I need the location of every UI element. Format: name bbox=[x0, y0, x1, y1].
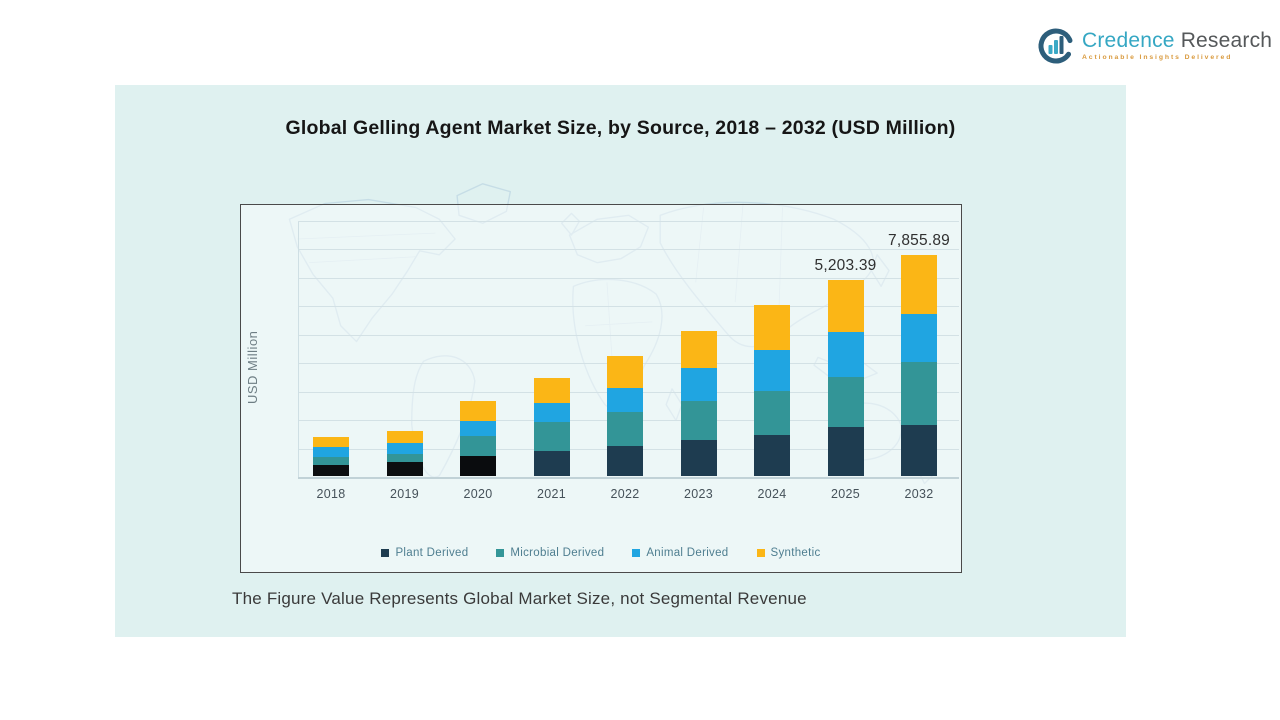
segment-microbial-derived bbox=[754, 390, 790, 436]
x-tick-label-2018: 2018 bbox=[316, 487, 346, 501]
gridline bbox=[298, 249, 959, 251]
segment-animal-derived bbox=[313, 446, 349, 458]
segment-microbial-derived bbox=[901, 361, 937, 425]
gridline bbox=[298, 306, 959, 308]
bar-chart-ring-icon bbox=[1038, 28, 1074, 64]
legend-label: Microbial Derived bbox=[510, 547, 605, 559]
x-tick-label-2024: 2024 bbox=[757, 487, 787, 501]
segment-plant-derived bbox=[533, 450, 570, 476]
segment-plant-derived bbox=[680, 439, 717, 476]
segment-animal-derived bbox=[901, 313, 937, 362]
stacked-bar-2032 bbox=[901, 255, 937, 476]
credence-research-logo: Credence Research Actionable Insights De… bbox=[1036, 25, 1272, 65]
segment-animal-derived bbox=[827, 331, 864, 377]
segment-plant-derived bbox=[460, 455, 496, 476]
x-tick-label-2022: 2022 bbox=[610, 487, 640, 501]
y-axis-title: USD Million bbox=[245, 330, 260, 404]
x-tick-label-2032: 2032 bbox=[904, 487, 934, 501]
segment-synthetic bbox=[386, 431, 423, 443]
data-label-2032: 7,855.89 bbox=[888, 232, 950, 249]
segment-synthetic bbox=[680, 331, 717, 368]
legend-swatch bbox=[381, 549, 390, 557]
segment-plant-derived bbox=[754, 435, 790, 476]
segment-animal-derived bbox=[754, 350, 790, 391]
legend-item-animal-derived: Animal Derived bbox=[632, 547, 728, 559]
legend-item-microbial-derived: Microbial Derived bbox=[496, 547, 604, 559]
segment-synthetic bbox=[827, 280, 864, 332]
gridline bbox=[298, 334, 959, 336]
segment-synthetic bbox=[533, 378, 570, 403]
segment-plant-derived bbox=[901, 425, 937, 476]
segment-animal-derived bbox=[533, 402, 570, 423]
segment-synthetic bbox=[901, 255, 937, 314]
segment-synthetic bbox=[313, 437, 349, 447]
chart-plot-area: USD Million 2018 2019 2020 2021 2022 2023 2024… bbox=[240, 204, 962, 573]
legend-label: Animal Derived bbox=[646, 547, 729, 559]
legend-label: Synthetic bbox=[770, 547, 821, 559]
logo-tagline: Actionable Insights Delivered bbox=[1082, 54, 1233, 61]
x-tick-label-2023: 2023 bbox=[683, 487, 713, 501]
legend-item-synthetic: Synthetic bbox=[756, 547, 821, 559]
legend-swatch bbox=[496, 549, 505, 557]
segment-animal-derived bbox=[460, 420, 496, 436]
x-tick-label-2020: 2020 bbox=[463, 487, 493, 501]
segment-microbial-derived bbox=[386, 454, 423, 463]
segment-plant-derived bbox=[827, 427, 864, 476]
y-axis-line bbox=[298, 222, 299, 478]
segment-microbial-derived bbox=[827, 376, 864, 428]
segment-synthetic bbox=[754, 305, 790, 351]
logo-brand-text: Credence Research bbox=[1082, 29, 1273, 52]
stacked-bar-2024 bbox=[754, 305, 790, 476]
segment-animal-derived bbox=[386, 442, 423, 455]
segment-synthetic bbox=[460, 401, 496, 421]
segment-microbial-derived bbox=[313, 457, 349, 465]
segment-animal-derived bbox=[607, 388, 643, 413]
gridline bbox=[298, 277, 959, 279]
stacked-bar-2025 bbox=[827, 280, 864, 476]
x-axis-line bbox=[298, 477, 959, 479]
segment-microbial-derived bbox=[460, 435, 496, 456]
segment-microbial-derived bbox=[533, 422, 570, 451]
segment-plant-derived bbox=[313, 464, 349, 476]
footnote-text: The Figure Value Represents Global Marke… bbox=[232, 589, 807, 608]
segment-animal-derived bbox=[680, 367, 717, 402]
legend-item-plant-derived: Plant Derived bbox=[381, 547, 468, 559]
legend-label: Plant Derived bbox=[395, 547, 469, 559]
x-tick-label-2021: 2021 bbox=[536, 487, 566, 501]
data-label-2025: 5,203.39 bbox=[814, 257, 877, 274]
segment-plant-derived bbox=[386, 462, 423, 476]
chart-title: Global Gelling Agent Market Size, by Sou… bbox=[285, 117, 956, 139]
stacked-bar-2023 bbox=[680, 331, 717, 476]
segment-microbial-derived bbox=[680, 401, 717, 440]
legend-swatch bbox=[632, 549, 641, 557]
stacked-bar-2022 bbox=[607, 356, 643, 476]
segment-plant-derived bbox=[607, 445, 643, 476]
legend: Plant Derived Microbial Derived Animal Der… bbox=[241, 547, 961, 559]
stacked-bar-2021 bbox=[533, 378, 570, 476]
x-tick-label-2025: 2025 bbox=[830, 487, 860, 501]
segment-synthetic bbox=[607, 356, 643, 389]
x-tick-label-2019: 2019 bbox=[389, 487, 419, 501]
segment-microbial-derived bbox=[607, 412, 643, 446]
stacked-bar-2018 bbox=[313, 437, 349, 476]
stacked-bar-2020 bbox=[460, 401, 496, 476]
stacked-bar-2019 bbox=[386, 431, 423, 476]
legend-swatch bbox=[756, 549, 765, 557]
gridline bbox=[298, 220, 959, 222]
